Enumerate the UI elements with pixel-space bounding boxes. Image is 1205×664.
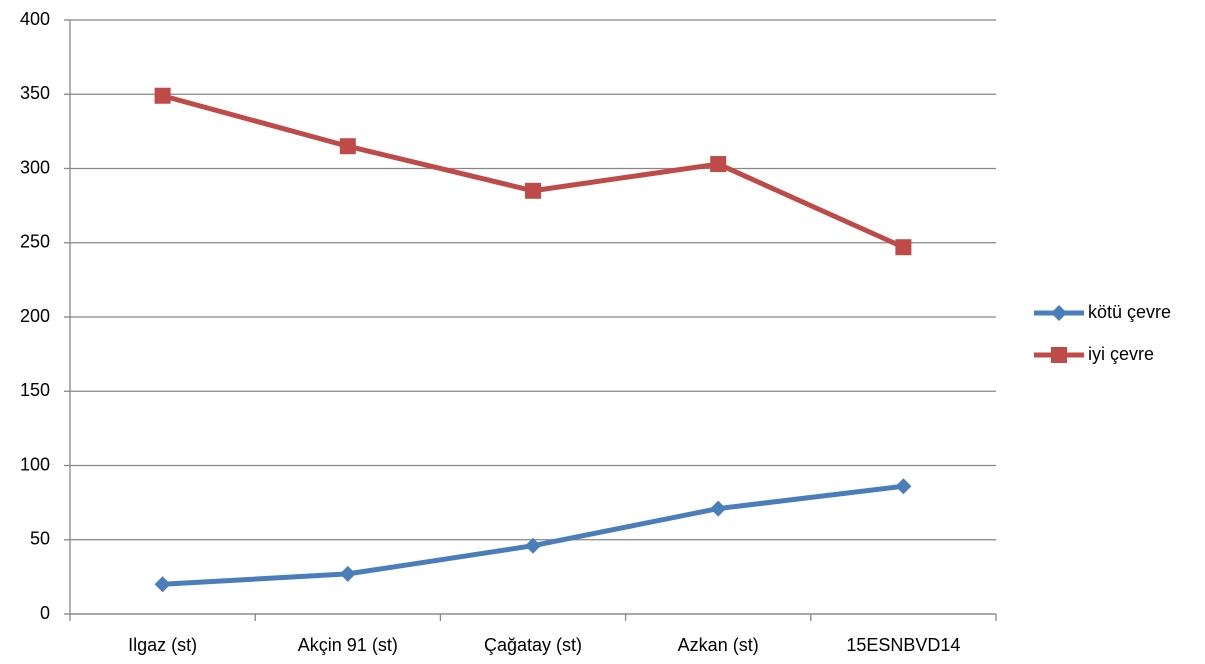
point (895, 239, 912, 256)
x-tick-label: Akçin 91 (st) (298, 635, 398, 655)
point (710, 500, 727, 517)
point (895, 478, 912, 495)
y-tick-label: 400 (20, 9, 50, 29)
point (710, 156, 727, 173)
y-tick-label: 250 (20, 232, 50, 252)
y-tick-label: 300 (20, 157, 50, 177)
y-tick-label: 350 (20, 83, 50, 103)
point (339, 138, 356, 155)
x-tick-label: Azkan (st) (678, 635, 759, 655)
series-line (161, 93, 905, 250)
y-tick-label: 50 (30, 529, 50, 549)
point (339, 565, 356, 582)
point (525, 537, 541, 554)
y-tick-label: 200 (20, 306, 50, 326)
y-tick-label: 0 (40, 603, 50, 623)
y-tick-label: 150 (20, 380, 50, 400)
y-tick-label: 100 (20, 454, 50, 474)
legend-label: iyi çevre (1088, 344, 1154, 364)
point (154, 87, 171, 104)
x-tick-label: Çağatay (st) (484, 635, 582, 655)
legend-label: kötü çevre (1088, 302, 1171, 322)
x-tick-label: 15ESNBVD14 (846, 635, 960, 655)
point (525, 182, 541, 199)
legend-marker (1051, 347, 1067, 363)
series-line (162, 483, 904, 587)
legend-marker (1051, 305, 1067, 321)
point (154, 576, 171, 593)
x-tick-label: Ilgaz (st) (128, 635, 197, 655)
